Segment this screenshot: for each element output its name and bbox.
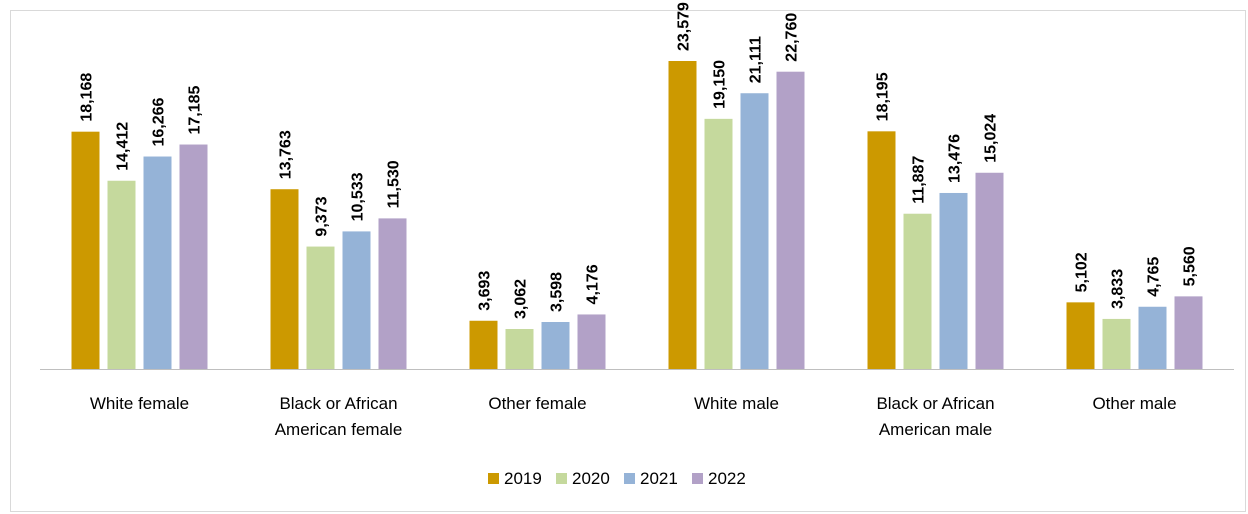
data-label: 21,111: [748, 36, 765, 83]
data-label: 23,579: [676, 2, 693, 51]
bar-2020-3: [704, 118, 733, 369]
data-label: 3,833: [1110, 269, 1127, 309]
data-label: 5,560: [1182, 246, 1199, 286]
legend-swatch-2020: [556, 473, 567, 484]
category-label: White male: [694, 394, 779, 413]
category-label: White female: [90, 394, 189, 413]
data-label: 3,693: [477, 271, 494, 311]
data-label: 3,062: [513, 279, 530, 319]
data-label: 13,476: [947, 134, 964, 183]
category-label: American male: [879, 420, 992, 439]
data-label: 16,266: [151, 97, 168, 146]
bar-2021-1: [342, 231, 371, 369]
bar-2020-1: [306, 246, 335, 369]
chart-frame: [10, 10, 1246, 512]
legend-swatch-2019: [488, 473, 499, 484]
data-label: 22,760: [784, 13, 801, 62]
bar-2022-0: [179, 144, 208, 369]
bar-2021-5: [1138, 306, 1167, 369]
data-label: 4,176: [585, 264, 602, 304]
bar-2022-4: [975, 172, 1004, 369]
bar-2022-3: [776, 71, 805, 369]
bar-2021-4: [939, 192, 968, 369]
bar-2019-0: [71, 131, 100, 369]
data-label: 18,195: [875, 72, 892, 121]
legend-label-2020: 2020: [572, 469, 610, 488]
data-label: 4,765: [1146, 257, 1163, 297]
category-label: Other female: [488, 394, 586, 413]
data-label: 18,168: [79, 73, 96, 122]
category-label: Black or African: [876, 394, 994, 413]
data-label: 19,150: [712, 60, 729, 109]
category-label: Other male: [1092, 394, 1176, 413]
legend-label-2022: 2022: [708, 469, 746, 488]
data-label: 10,533: [350, 172, 367, 221]
data-label: 3,598: [549, 272, 566, 312]
legend-label-2021: 2021: [640, 469, 678, 488]
data-label: 15,024: [983, 114, 1000, 163]
category-label: American female: [275, 420, 403, 439]
bar-2019-2: [469, 320, 498, 369]
bar-2019-3: [668, 61, 697, 369]
category-label: Black or African: [279, 394, 397, 413]
bar-2020-4: [903, 213, 932, 369]
bar-2019-5: [1066, 302, 1095, 369]
legend-swatch-2022: [692, 473, 703, 484]
data-label: 17,185: [187, 85, 204, 134]
bar-2020-0: [107, 180, 136, 369]
data-label: 11,530: [386, 160, 403, 208]
data-label: 11,887: [911, 156, 928, 204]
bar-2020-5: [1102, 318, 1131, 369]
data-label: 14,412: [115, 122, 132, 171]
bar-2021-0: [143, 156, 172, 369]
legend-label-2019: 2019: [504, 469, 542, 488]
bar-2021-3: [740, 93, 769, 370]
bar-2019-1: [270, 189, 299, 369]
bar-2019-4: [867, 131, 896, 369]
data-label: 9,373: [314, 196, 331, 236]
bar-2022-1: [378, 218, 407, 369]
bar-2021-2: [541, 322, 570, 369]
data-label: 5,102: [1074, 252, 1091, 292]
bar-2022-5: [1174, 296, 1203, 369]
bar-2022-2: [577, 314, 606, 369]
legend-swatch-2021: [624, 473, 635, 484]
data-label: 13,763: [278, 130, 295, 179]
bar-2020-2: [505, 329, 534, 369]
